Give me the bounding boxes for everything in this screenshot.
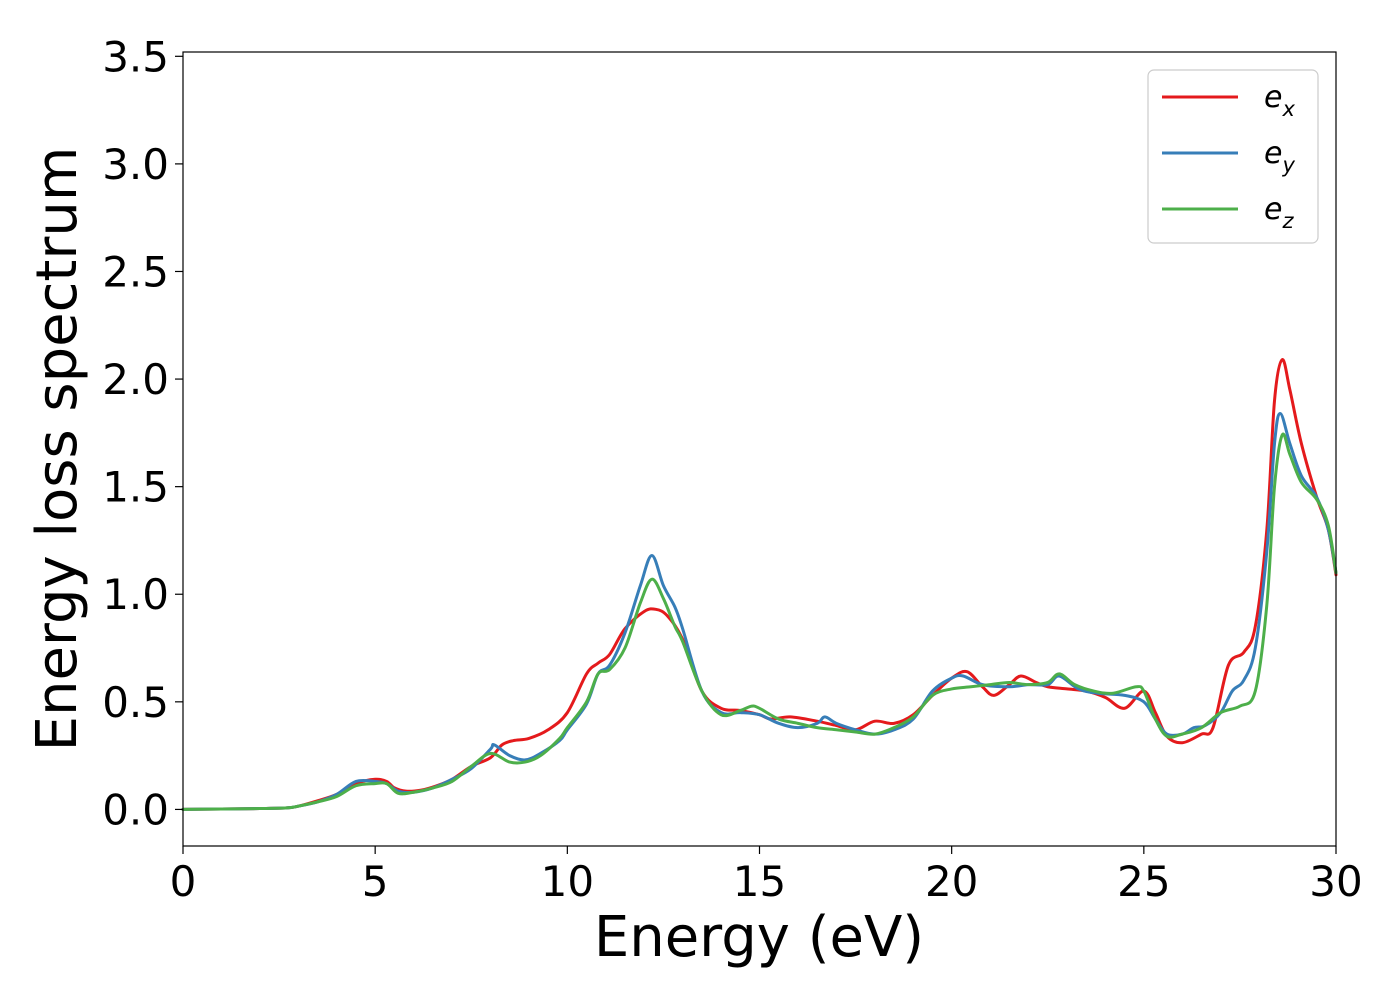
y-tick-label: 3.5 [102, 32, 169, 81]
y-axis-ticks: 0.0 0.5 1.0 1.5 2.0 2.5 3.0 3.5 [102, 32, 183, 834]
x-tick-label: 20 [925, 857, 978, 906]
legend-label-e-y: ey [1264, 136, 1295, 177]
x-tick-label: 0 [170, 857, 197, 906]
y-tick-label: 0.0 [102, 785, 169, 834]
x-tick-label: 30 [1309, 857, 1362, 906]
x-tick-label: 5 [362, 857, 389, 906]
y-tick-label: 2.0 [102, 355, 169, 404]
x-tick-label: 10 [541, 857, 594, 906]
x-axis-ticks: 0 5 10 15 20 25 30 [170, 846, 1363, 906]
legend-box [1147, 69, 1319, 244]
y-axis-title: Energy loss spectrum [25, 147, 90, 752]
y-tick-label: 1.5 [102, 463, 169, 512]
y-tick-label: 2.5 [102, 247, 169, 296]
x-tick-label: 15 [733, 857, 786, 906]
series-layer [181, 358, 1338, 811]
y-tick-label: 1.0 [102, 570, 169, 619]
series-line-e-z [181, 432, 1338, 811]
y-tick-label: 0.5 [102, 678, 169, 727]
x-tick-label: 25 [1117, 857, 1170, 906]
y-tick-label: 3.0 [102, 140, 169, 189]
x-axis-title: Energy (eV) [594, 905, 924, 970]
